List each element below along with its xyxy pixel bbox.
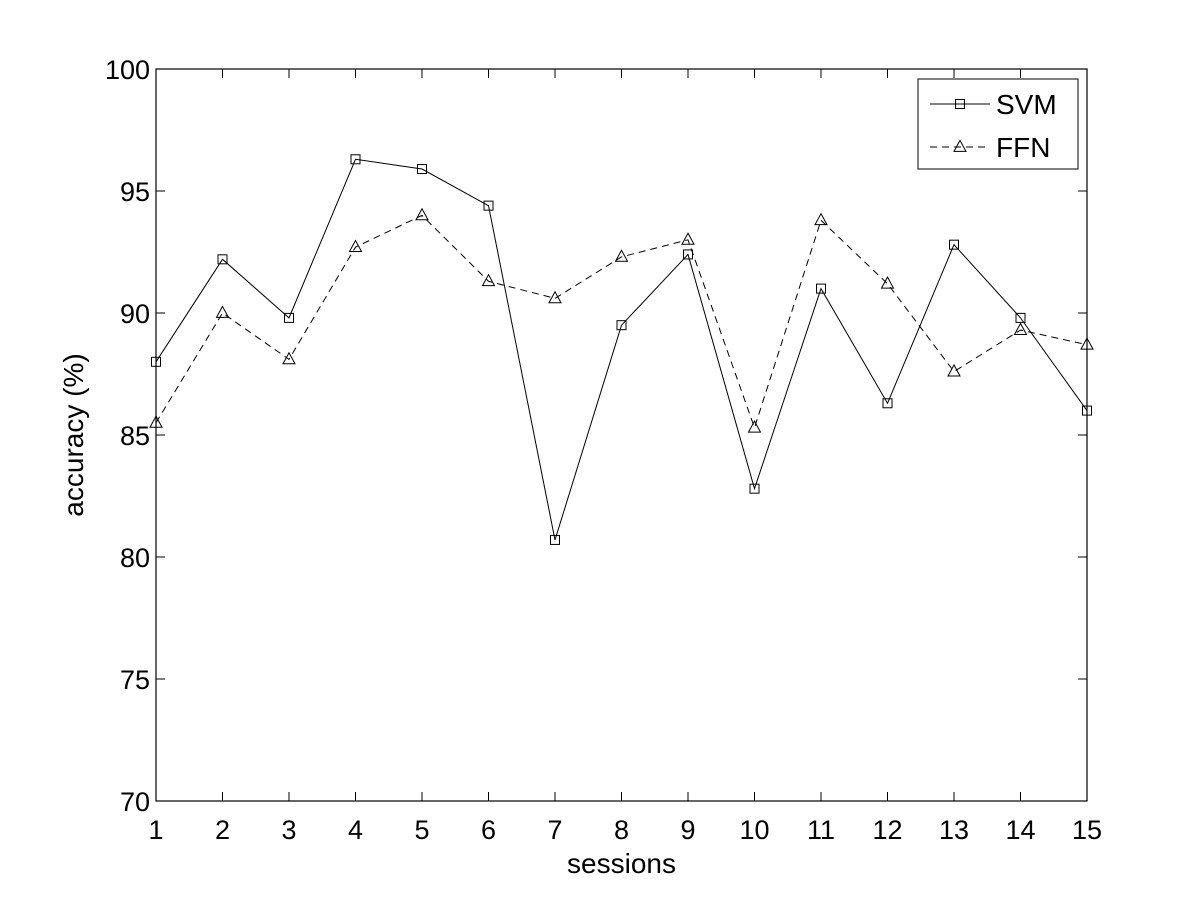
data-point-ffn	[681, 232, 695, 245]
data-point-svm	[882, 398, 893, 409]
y-tick-label: 95	[120, 177, 150, 207]
data-point-ffn	[548, 290, 562, 304]
plot-area	[156, 69, 1087, 801]
data-point-ffn	[415, 207, 429, 221]
data-point-ffn	[814, 212, 828, 226]
y-tick-label: 85	[120, 421, 150, 451]
x-tick-label: 12	[872, 815, 902, 845]
data-point-ffn	[1013, 322, 1028, 335]
data-point-ffn	[348, 239, 363, 253]
x-tick-label: 2	[215, 815, 230, 845]
data-point-ffn	[880, 276, 895, 289]
data-point-svm	[616, 320, 627, 331]
legend-marker-svm	[955, 99, 965, 109]
x-tick-label: 9	[680, 815, 695, 845]
x-tick-label: 6	[481, 815, 496, 845]
series-line-ffn	[155, 214, 1088, 430]
data-point-svm	[417, 164, 427, 175]
legend-box	[917, 78, 1079, 170]
y-tick-label: 90	[120, 299, 150, 329]
legend: SVM FFN	[917, 78, 1079, 170]
data-point-ffn	[481, 273, 496, 287]
y-tick-label: 70	[120, 787, 150, 817]
data-point-svm	[816, 283, 826, 294]
data-point-svm	[217, 254, 228, 265]
y-tick-label: 100	[105, 55, 150, 85]
data-point-svm	[949, 239, 959, 250]
data-point-svm	[683, 249, 693, 260]
series-ffn	[149, 207, 1094, 433]
y-axis-label: accuracy (%)	[58, 353, 89, 516]
data-point-ffn	[947, 363, 961, 377]
x-tick-label: 13	[939, 815, 969, 845]
x-tick-label: 15	[1072, 815, 1102, 845]
y-tick-label: 75	[120, 665, 150, 695]
x-tick-label: 4	[348, 815, 363, 845]
data-point-svm	[749, 483, 760, 494]
legend-label-svm: SVM	[996, 89, 1057, 120]
data-point-svm	[284, 312, 294, 323]
data-point-svm	[483, 200, 494, 211]
data-point-svm	[550, 534, 560, 545]
x-tick-label: 7	[547, 815, 562, 845]
data-point-ffn	[614, 249, 629, 262]
data-point-ffn	[747, 420, 762, 433]
data-point-ffn	[215, 305, 230, 318]
x-tick-label: 10	[739, 815, 769, 845]
data-point-ffn	[282, 351, 296, 365]
data-point-svm	[1015, 312, 1026, 323]
x-axis-label: sessions	[567, 848, 676, 879]
x-tick-label: 1	[148, 815, 163, 845]
x-tick-label: 8	[614, 815, 629, 845]
plot-frame	[155, 68, 1088, 802]
legend-label-ffn: FFN	[996, 132, 1050, 163]
x-tick-label: 5	[414, 815, 429, 845]
data-point-svm	[350, 154, 361, 165]
series-layer	[149, 154, 1094, 545]
x-tick-label: 11	[807, 815, 835, 845]
y-tick-label: 80	[120, 543, 150, 573]
x-tick-label: 3	[281, 815, 296, 845]
x-tick-label: 14	[1005, 815, 1035, 845]
legend-marker-ffn	[953, 139, 967, 152]
series-line-svm	[155, 158, 1088, 541]
